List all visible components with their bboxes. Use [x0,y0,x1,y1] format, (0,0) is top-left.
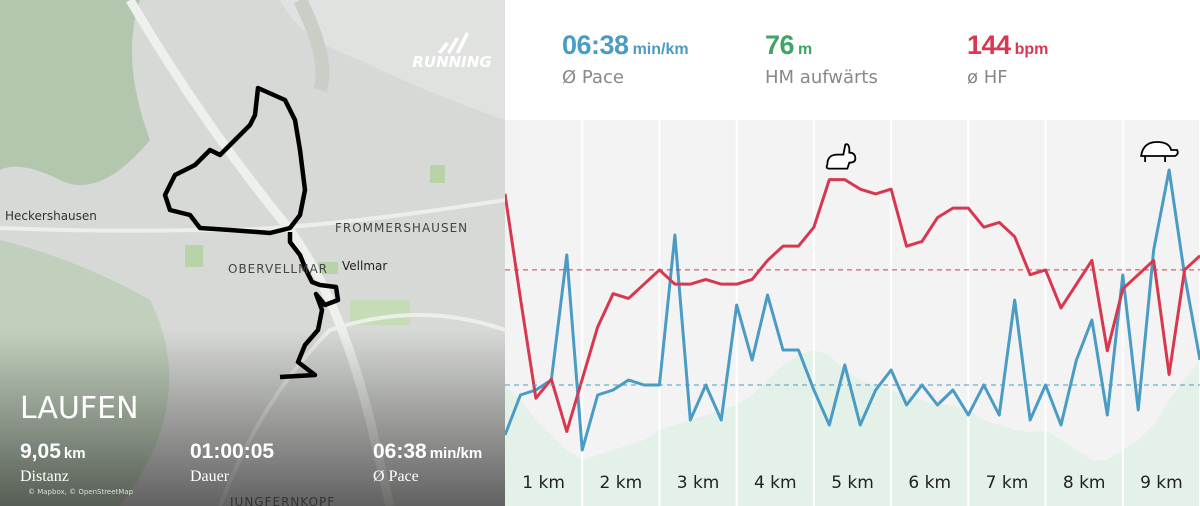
stats-panel: 06:38 min/km Ø Pace 76 m HM aufwärts 144 bp… [505,0,1200,506]
x-tick-label: 1 km [522,473,565,493]
stat-label: Ø Pace [562,67,624,88]
stat-unit: min/km [429,445,483,462]
x-tick-label: 6 km [908,473,951,493]
map-stat: 01:00:05 Dauer [190,440,274,486]
place-label: Vellmar [342,259,387,273]
summary-stat: 144 bpm ø HF [967,30,1048,88]
stat-unit: m [798,41,813,58]
stat-value: 06:38 [562,30,629,60]
x-tick-label: 4 km [754,473,797,493]
x-tick-label: 3 km [677,473,720,493]
stat-value: 01:00:05 [190,440,275,463]
stat-label: HM aufwärts [765,67,878,88]
stat-label: Dauer [190,468,230,485]
summary-stat: 76 m HM aufwärts [765,30,878,88]
summary-stat: 06:38 min/km Ø Pace [562,30,689,88]
stat-value: 06:38 [373,440,427,463]
place-label: OBERVELLMAR [228,262,328,276]
stat-value: 144 [967,30,1011,60]
stat-unit: km [63,445,86,462]
x-tick-label: 2 km [600,473,643,493]
map-drawing: RUNNING Heckershausen FROMMERSHAUSEN OBE… [0,0,505,506]
elevation-area [505,350,1200,506]
place-label: JUNGFERNKOPF [229,495,335,506]
x-tick-label: 7 km [986,473,1029,493]
map-stat: 9,05 km Distanz [20,440,86,486]
chart: 1 km 2 km 3 km 4 km 5 km 6 km 7 km 8 km 9 km [505,120,1200,506]
stat-label: Distanz [20,468,69,485]
x-tick-label: 8 km [1063,473,1106,493]
series-line [505,168,1200,452]
place-label: FROMMERSHAUSEN [335,221,468,235]
stat-label: ø HF [967,67,1008,88]
brand: RUNNING [412,53,491,71]
map: RUNNING Heckershausen FROMMERSHAUSEN OBE… [0,0,505,506]
x-tick-label: 5 km [831,473,874,493]
x-tick-label: 9 km [1140,473,1183,493]
turtle-icon [1140,141,1179,162]
series-line [505,178,1200,433]
stat-label: Ø Pace [373,468,419,485]
place-label: Heckershausen [5,209,97,223]
activity: LAUFEN [20,391,139,426]
stat-unit: min/km [632,41,689,58]
map-stat: 06:38 min/km Ø Pace [373,440,482,486]
stat-value: 9,05 [20,440,61,463]
attribution: © Mapbox, © OpenStreetMap [28,488,134,496]
rabbit-icon [825,143,857,170]
stat-unit: bpm [1014,41,1049,58]
stat-value: 76 [765,30,795,60]
